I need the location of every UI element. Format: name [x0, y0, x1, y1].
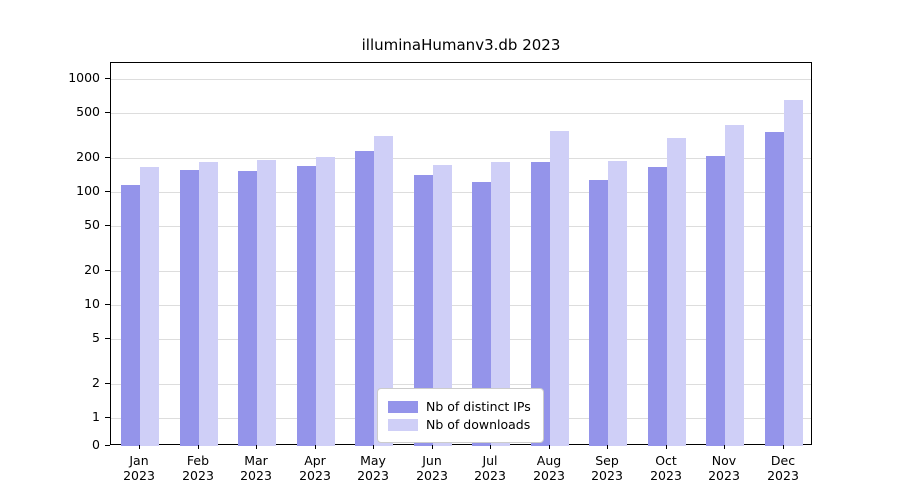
bar-distinct-ips-dec — [765, 131, 784, 446]
bar-downloads-aug — [550, 130, 569, 446]
gridline-50 — [111, 226, 811, 228]
legend: Nb of distinct IPs Nb of downloads — [377, 388, 544, 443]
bar-distinct-ips-jul — [472, 182, 491, 446]
x-tick-label-jul: Jul 2023 — [474, 453, 506, 483]
y-tick-mark — [105, 382, 110, 384]
y-tick-mark — [105, 225, 110, 227]
x-tick-label-dec: Dec 2023 — [767, 453, 799, 483]
x-tick-mark — [490, 445, 491, 449]
y-tick-mark — [105, 156, 110, 158]
gridline-200 — [111, 157, 811, 159]
chart-title: illuminaHumanv3.db 2023 — [361, 36, 561, 54]
gridline-10 — [111, 305, 811, 306]
gridline-5 — [111, 339, 811, 341]
bar-distinct-ips-jan — [121, 185, 140, 446]
x-tick-mark — [373, 445, 374, 449]
y-tick-label-10: 10 — [84, 296, 100, 311]
x-tick-mark — [607, 445, 608, 449]
bar-distinct-ips-sep — [589, 180, 608, 446]
bar-downloads-sep — [608, 160, 627, 446]
x-tick-mark — [783, 445, 784, 449]
y-tick-label-200: 200 — [76, 148, 100, 164]
y-tick-label-5: 5 — [92, 330, 100, 346]
plot-area — [110, 62, 812, 446]
x-tick-label-feb: Feb 2023 — [182, 453, 214, 483]
y-tick-label-0: 0 — [92, 437, 100, 452]
bar-distinct-ips-nov — [706, 155, 725, 446]
y-tick-mark — [105, 417, 110, 418]
bar-downloads-oct — [667, 138, 686, 446]
y-tick-label-1: 1 — [92, 409, 100, 424]
x-tick-label-nov: Nov 2023 — [708, 453, 740, 483]
y-tick-label-2: 2 — [92, 374, 100, 390]
y-tick-mark — [105, 338, 110, 340]
x-tick-mark — [666, 445, 667, 449]
bar-downloads-mar — [257, 159, 276, 446]
x-tick-mark — [315, 445, 316, 449]
y-tick-mark — [105, 191, 110, 192]
legend-item-downloads: Nb of downloads — [388, 417, 531, 432]
bar-distinct-ips-aug — [531, 161, 550, 446]
x-tick-label-apr: Apr 2023 — [299, 453, 331, 483]
bar-distinct-ips-jun — [414, 175, 433, 446]
x-tick-mark — [198, 445, 199, 449]
bar-downloads-nov — [725, 125, 744, 446]
y-tick-label-500: 500 — [76, 104, 100, 120]
bar-distinct-ips-may — [355, 151, 374, 446]
x-tick-label-may: May 2023 — [357, 453, 389, 483]
x-tick-mark — [139, 445, 140, 449]
y-tick-mark — [105, 304, 110, 305]
y-tick-label-20: 20 — [84, 261, 100, 277]
bar-downloads-may — [374, 136, 393, 446]
bar-distinct-ips-oct — [648, 167, 667, 446]
x-tick-mark — [432, 445, 433, 449]
bar-downloads-jul — [491, 161, 510, 446]
bar-downloads-dec — [784, 100, 803, 446]
bar-distinct-ips-feb — [180, 170, 199, 446]
y-tick-mark — [105, 112, 110, 114]
y-tick-mark — [105, 78, 110, 79]
x-tick-mark — [256, 445, 257, 449]
y-tick-label-100: 100 — [76, 183, 100, 198]
y-tick-mark — [105, 445, 110, 446]
legend-label-distinct-ips: Nb of distinct IPs — [426, 399, 531, 414]
gridline-1000 — [111, 79, 811, 80]
gridline-100 — [111, 192, 811, 193]
x-tick-mark — [549, 445, 550, 449]
x-tick-label-mar: Mar 2023 — [240, 453, 272, 483]
x-tick-label-jan: Jan 2023 — [123, 453, 155, 483]
y-tick-label-1000: 1000 — [68, 70, 100, 85]
bar-downloads-feb — [199, 161, 218, 446]
legend-item-distinct-ips: Nb of distinct IPs — [388, 399, 531, 414]
bar-downloads-jan — [140, 167, 159, 446]
gridline-500 — [111, 113, 811, 115]
gridline-2 — [111, 383, 811, 385]
bar-distinct-ips-mar — [238, 171, 257, 446]
bar-downloads-jun — [433, 164, 452, 446]
legend-swatch-distinct-ips — [388, 400, 418, 413]
legend-swatch-downloads — [388, 418, 418, 431]
x-tick-label-jun: Jun 2023 — [416, 453, 448, 483]
x-tick-label-aug: Aug 2023 — [533, 453, 565, 483]
gridline-20 — [111, 270, 811, 272]
bar-downloads-apr — [316, 156, 335, 446]
y-tick-label-50: 50 — [84, 217, 100, 233]
x-tick-mark — [724, 445, 725, 449]
x-tick-label-sep: Sep 2023 — [591, 453, 623, 483]
bar-distinct-ips-apr — [297, 165, 316, 446]
x-tick-label-oct: Oct 2023 — [650, 453, 682, 483]
y-tick-mark — [105, 269, 110, 271]
legend-label-downloads: Nb of downloads — [426, 417, 531, 432]
